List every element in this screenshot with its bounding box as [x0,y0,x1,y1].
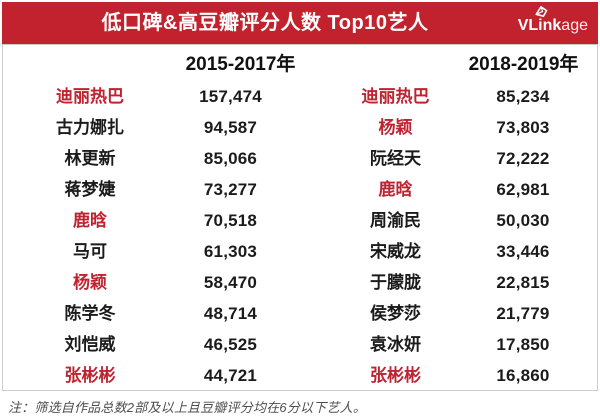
artist-name: 迪丽热巴 [361,87,430,106]
rating-count: 85,066 [203,149,258,168]
rating-count: 33,446 [496,242,550,261]
column-header-2018-2019: 2018-2019年 [468,54,579,75]
table-row: 马可 61,303 宋威龙 33,446 [3,236,597,267]
rating-count: 21,779 [496,304,550,323]
artist-name: 阮经天 [370,149,421,168]
artist-name: 迪丽热巴 [56,87,124,106]
table-row: 蒋梦婕 73,277 鹿晗 62,981 [3,174,597,205]
table-row: 张彬彬 44,721 张彬彬 16,860 [3,360,597,391]
artist-name: 蒋梦婕 [64,180,116,199]
cube-icon [535,6,548,17]
vlinkage-logo: VLinkage [517,6,588,36]
page-title: 低口碑&高豆瓣评分人数 Top10艺人 [101,12,429,34]
column-header-2015-2017: 2015-2017年 [185,54,296,75]
rating-count: 58,470 [203,273,258,292]
artist-name: 林更新 [64,149,116,168]
artist-name: 侯梦莎 [370,304,421,323]
artist-name: 张彬彬 [64,366,116,385]
table-header-row: 2015-2017年 2018-2019年 [3,45,597,81]
artist-name: 刘恺威 [64,335,116,354]
rating-count: 48,714 [203,304,258,323]
artist-name: 张彬彬 [370,366,421,385]
ranking-table: 2015-2017年 2018-2019年 迪丽热巴 157,474 迪丽热巴 85,… [2,44,598,391]
title-bar: 低口碑&高豆瓣评分人数 Top10艺人 VLinkage [2,2,598,44]
artist-name: 杨颖 [378,118,413,137]
table-row: 杨颖 58,470 于朦胧 22,815 [3,267,597,298]
rating-count: 50,030 [496,211,550,230]
rating-count: 85,234 [496,87,550,106]
table-row: 林更新 85,066 阮经天 72,222 [3,143,597,174]
rating-count: 70,518 [203,211,258,230]
table-row: 刘恺威 46,525 袁冰妍 17,850 [3,329,597,360]
rating-count: 73,277 [203,180,258,199]
table-row: 古力娜扎 94,587 杨颖 73,803 [3,112,597,143]
rating-count: 73,803 [496,118,550,137]
footnote: 注：筛选自作品总数2部及以上且豆瓣评分均在6分以下艺人。 [8,400,367,415]
rating-count: 16,860 [496,366,550,385]
brand-text-bold: VLink [517,17,562,34]
artist-name: 袁冰妍 [370,335,421,354]
table-rows: 迪丽热巴 157,474 迪丽热巴 85,234 古力娜扎 94,587 杨颖 73,803 林… [3,81,597,391]
table-row: 陈学冬 48,714 侯梦莎 21,779 [3,298,597,329]
artist-name: 鹿晗 [378,180,413,199]
rating-count: 94,587 [203,118,258,137]
artist-name: 杨颖 [73,273,107,292]
table-row: 迪丽热巴 157,474 迪丽热巴 85,234 [3,81,597,112]
rating-count: 62,981 [496,180,550,199]
artist-name: 于朦胧 [370,273,421,292]
artist-name: 鹿晗 [73,211,107,230]
rating-count: 72,222 [496,149,550,168]
rating-count: 17,850 [496,335,550,354]
artist-name: 陈学冬 [64,304,116,323]
brand-text-light: age [561,17,588,34]
artist-name: 马可 [73,242,107,261]
artist-name: 古力娜扎 [56,118,124,137]
rating-count: 46,525 [203,335,258,354]
artist-name: 宋威龙 [370,242,421,261]
table-row: 鹿晗 70,518 周渝民 50,030 [3,205,597,236]
rating-count: 22,815 [496,273,550,292]
artist-name: 周渝民 [370,211,421,230]
rating-count: 61,303 [203,242,258,261]
rating-count: 44,721 [203,366,258,385]
rating-count: 157,474 [199,87,262,106]
